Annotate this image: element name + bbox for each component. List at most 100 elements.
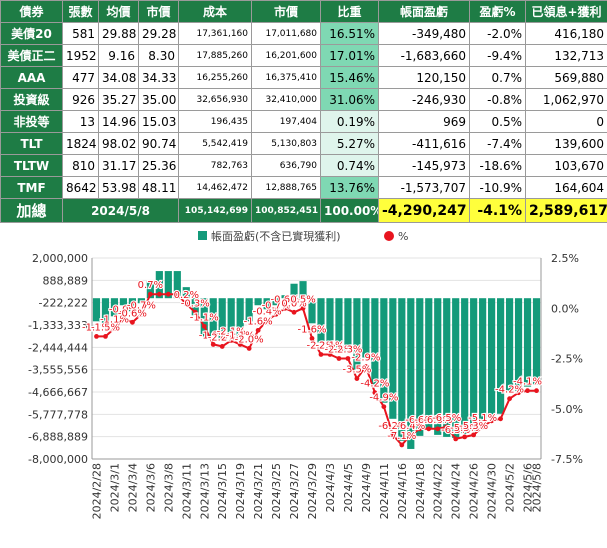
bar bbox=[425, 298, 433, 429]
cell-name: 非投等 bbox=[0, 110, 63, 133]
header-value: 市價 bbox=[251, 0, 321, 23]
cell-qty: 581 bbox=[62, 22, 99, 45]
x-tick-label: 2024/5/6 bbox=[522, 463, 535, 512]
cell-pnl: -411,616 bbox=[378, 132, 470, 155]
pct-point bbox=[192, 309, 198, 315]
bar bbox=[389, 298, 397, 419]
cell-share: 31.06% bbox=[320, 88, 379, 111]
pct-point bbox=[130, 319, 135, 325]
x-tick-label: 2024/4/3 bbox=[324, 463, 337, 512]
header-pct: 盈虧% bbox=[469, 0, 526, 23]
pct-point bbox=[525, 388, 530, 394]
x-tick-label: 2024/3/19 bbox=[234, 463, 247, 519]
cell-pct: 0.7% bbox=[469, 66, 526, 89]
pct-point bbox=[291, 309, 297, 315]
pct-point bbox=[534, 388, 539, 394]
x-tick-label: 2024/3/15 bbox=[216, 463, 229, 519]
legend-swatch-line bbox=[384, 231, 394, 241]
bar bbox=[218, 298, 226, 342]
cell-mkt: 29.28 bbox=[138, 22, 179, 45]
pct-data-label: 0.2% bbox=[174, 290, 199, 301]
bar bbox=[461, 298, 469, 434]
x-tick-label: 2024/5/8 bbox=[531, 463, 544, 512]
cell-value: 636,790 bbox=[251, 154, 321, 177]
pct-data-label: -7.1% bbox=[387, 431, 416, 442]
pct-point bbox=[255, 327, 261, 333]
cell-pnl: -1,683,660 bbox=[378, 44, 470, 67]
pct-point bbox=[498, 416, 503, 422]
legend-label-line: % bbox=[398, 230, 408, 243]
cell-share: 15.46% bbox=[320, 66, 379, 89]
y-left-tick-label: -5,777,778 bbox=[28, 408, 88, 421]
x-tick-label: 2024/2/28 bbox=[90, 463, 103, 519]
x-tick-label: 2024/4/26 bbox=[468, 463, 481, 519]
bar bbox=[344, 298, 352, 354]
pct-point bbox=[309, 336, 315, 341]
bar bbox=[128, 298, 136, 312]
cell-qty: 926 bbox=[62, 88, 99, 111]
pct-data-label: -4.9% bbox=[369, 393, 398, 404]
y-left-tick-label: -2,444,444 bbox=[28, 341, 88, 354]
x-tick-label: 2024/3/29 bbox=[306, 463, 319, 519]
pct-data-label: -5.5% bbox=[450, 423, 479, 434]
total-pct: -4.1% bbox=[469, 198, 526, 223]
y-left-tick-label: -4,666,667 bbox=[28, 386, 88, 399]
pct-data-label: -0.6% bbox=[271, 294, 300, 305]
x-tick-label: 2024/3/27 bbox=[288, 463, 301, 519]
pct-data-label: -2.0% bbox=[235, 334, 264, 345]
bar bbox=[443, 298, 451, 437]
cell-value: 16,201,600 bbox=[251, 44, 321, 67]
bar bbox=[290, 283, 298, 299]
cell-mkt: 90.74 bbox=[138, 132, 179, 155]
bar bbox=[335, 298, 343, 348]
cell-qty: 8642 bbox=[62, 176, 99, 199]
pct-data-label: -2.2% bbox=[208, 332, 237, 343]
bar bbox=[254, 298, 262, 306]
bar bbox=[326, 298, 334, 345]
total-label: 加總 bbox=[0, 198, 63, 223]
total-income: 2,589,617 bbox=[525, 198, 607, 223]
cell-avg: 14.96 bbox=[98, 110, 139, 133]
cell-pnl: -246,930 bbox=[378, 88, 470, 111]
header-income: 已領息+獲利 bbox=[525, 0, 607, 23]
legend-label-bars: 帳面盈虧(不含已實現獲利) bbox=[211, 229, 341, 243]
cell-share: 0.19% bbox=[320, 110, 379, 133]
pct-data-label: -2.3% bbox=[333, 345, 362, 356]
header-share: 比重 bbox=[320, 0, 379, 23]
pct-data-label: -1.6% bbox=[244, 316, 273, 327]
cell-avg: 34.08 bbox=[98, 66, 139, 89]
cell-avg: 35.27 bbox=[98, 88, 139, 111]
total-value: 100,852,451 bbox=[251, 198, 321, 223]
y-left-tick-label: -1,333,333 bbox=[28, 319, 88, 332]
pct-point bbox=[264, 317, 270, 323]
bar bbox=[353, 298, 361, 370]
pct-point bbox=[417, 426, 423, 432]
bar bbox=[200, 298, 208, 337]
cell-income: 1,062,970 bbox=[525, 88, 607, 111]
cell-share: 16.51% bbox=[320, 22, 379, 45]
cell-value: 5,130,803 bbox=[251, 132, 321, 155]
pct-point bbox=[399, 442, 405, 448]
pct-point bbox=[318, 352, 324, 357]
cell-pnl: -145,973 bbox=[378, 154, 470, 177]
cell-income: 164,604 bbox=[525, 176, 607, 199]
pct-point bbox=[345, 356, 351, 361]
pct-point bbox=[147, 291, 153, 297]
pct-point bbox=[363, 364, 369, 369]
x-tick-label: 2024/4/30 bbox=[486, 463, 499, 519]
bar bbox=[308, 298, 316, 324]
pct-point bbox=[174, 291, 180, 297]
pct-data-label: 0.7% bbox=[138, 280, 163, 291]
cell-pct: -2.0% bbox=[469, 22, 526, 45]
cell-mkt: 15.03 bbox=[138, 110, 179, 133]
pct-data-label: -1.1% bbox=[226, 330, 255, 341]
cell-qty: 13 bbox=[62, 110, 99, 133]
x-tick-label: 2024/3/4 bbox=[126, 463, 139, 512]
cell-pnl: 120,150 bbox=[378, 66, 470, 89]
y-left-tick-label: -8,000,000 bbox=[28, 453, 88, 466]
y-right-tick-label: 2.5% bbox=[551, 252, 579, 265]
cell-name: 投資級 bbox=[0, 88, 63, 111]
cell-income: 132,713 bbox=[525, 44, 607, 67]
cell-cost: 5,542,419 bbox=[178, 132, 252, 155]
legend-swatch-bars bbox=[198, 231, 207, 240]
